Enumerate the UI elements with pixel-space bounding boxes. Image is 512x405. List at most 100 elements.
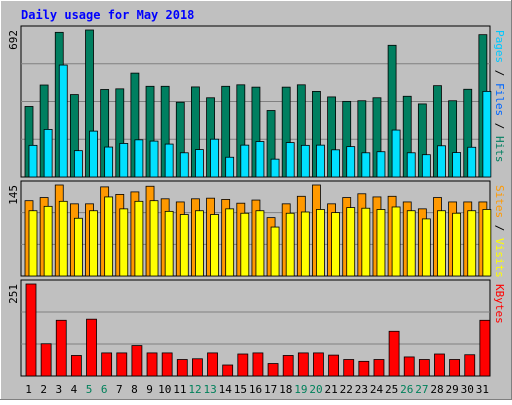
bar-kbytes [252,352,264,377]
bar-kbytes [282,355,294,377]
bar-sites [149,200,159,277]
x-tick-label: 17 [264,383,277,396]
legend-part: Visits [493,238,506,278]
bar-pages [482,90,492,178]
x-tick-label: 31 [476,383,489,396]
bar-sites [179,214,189,277]
bar-pages [452,152,462,178]
bar-kbytes [403,356,415,377]
bar-kbytes [131,345,143,377]
y-max-label: 145 [7,185,20,205]
x-tick-label: 8 [131,383,138,396]
bar-sites [391,206,401,277]
legend-part: KBytes [493,284,506,324]
x-tick-label: 27 [415,383,428,396]
x-tick-label: 29 [446,383,459,396]
bar-pages [270,158,280,178]
bar-kbytes [70,355,82,377]
legend-part: Pages [493,30,506,63]
bar-kbytes [176,359,188,377]
x-tick-label: 10 [158,383,171,396]
bar-kbytes [40,343,52,377]
bar-pages [195,149,204,178]
bar-pages [149,140,159,178]
panel-hits-files-pages: 692 Pages / Files / Hits [7,25,506,178]
bar-kbytes [116,352,128,377]
bar-sites [452,212,462,277]
bar-pages [73,150,83,178]
bar-sites [73,217,83,277]
x-tick-label: 1 [25,383,32,396]
bar-sites [482,209,492,277]
legend-part: / [493,218,506,238]
bar-kbytes [343,359,355,377]
x-tick-label: 26 [400,383,413,396]
bar-pages [104,146,114,178]
x-tick-label: 19 [294,383,307,396]
legend-visits-sites: Sites / Visits [493,185,506,278]
bar-pages [164,143,174,178]
x-tick-label: 15 [234,383,247,396]
y-max-label: 251 [7,284,20,304]
bar-sites [58,200,68,277]
bar-sites [28,210,38,277]
bar-pages [285,142,295,178]
bar-sites [195,210,204,277]
bar-pages [376,151,386,178]
bar-pages [437,145,446,178]
bar-kbytes [267,363,279,377]
legend-part: Hits [493,136,506,163]
bar-pages [346,146,356,178]
bar-kbytes [146,352,158,377]
x-tick-label: 14 [219,383,233,396]
bar-pages [210,138,219,178]
x-tick-label: 24 [370,383,384,396]
bar-sites [467,210,477,277]
x-tick-label: 7 [116,383,123,396]
x-tick-label: 12 [188,383,201,396]
x-tick-label: 9 [146,383,153,396]
x-tick-label: 20 [309,383,322,396]
panel-kbytes: 251 KBytes [7,279,506,377]
bar-sites [255,210,265,277]
bar-sites [164,210,174,277]
bar-sites [437,210,446,277]
bar-sites [376,209,386,277]
bar-kbytes [207,352,218,377]
bar-sites [406,210,416,277]
bar-kbytes [464,354,476,377]
x-tick-label: 23 [355,383,368,396]
bar-pages [240,144,250,178]
bar-kbytes [418,359,430,377]
bar-kbytes [358,360,370,377]
bar-pages [467,146,477,178]
bar-sites [210,214,219,277]
bar-kbytes [192,358,203,377]
bar-pages [28,144,38,178]
legend-kbytes: KBytes [493,284,506,324]
y-max-label: 692 [7,30,20,50]
bar-sites [89,210,98,277]
bar-sites [316,209,325,277]
bar-sites [285,212,295,277]
x-tick-label: 3 [56,383,63,396]
bar-pages [361,152,371,178]
x-tick-label: 28 [430,383,443,396]
bar-sites [43,205,53,277]
bar-pages [119,143,129,178]
x-tick-label: 21 [325,383,338,396]
bar-pages [179,152,189,178]
x-tick-label: 4 [71,383,78,396]
bar-kbytes [373,359,385,377]
bar-kbytes [449,359,461,377]
bar-kbytes [434,353,445,377]
bar-pages [255,141,265,178]
bar-kbytes [237,353,249,377]
bar-pages [89,130,98,178]
bar-sites [225,208,235,277]
x-tick-label: 5 [86,383,93,396]
legend-part: / [493,63,506,83]
panel-visits-sites: 145 Sites / Visits [7,180,506,278]
